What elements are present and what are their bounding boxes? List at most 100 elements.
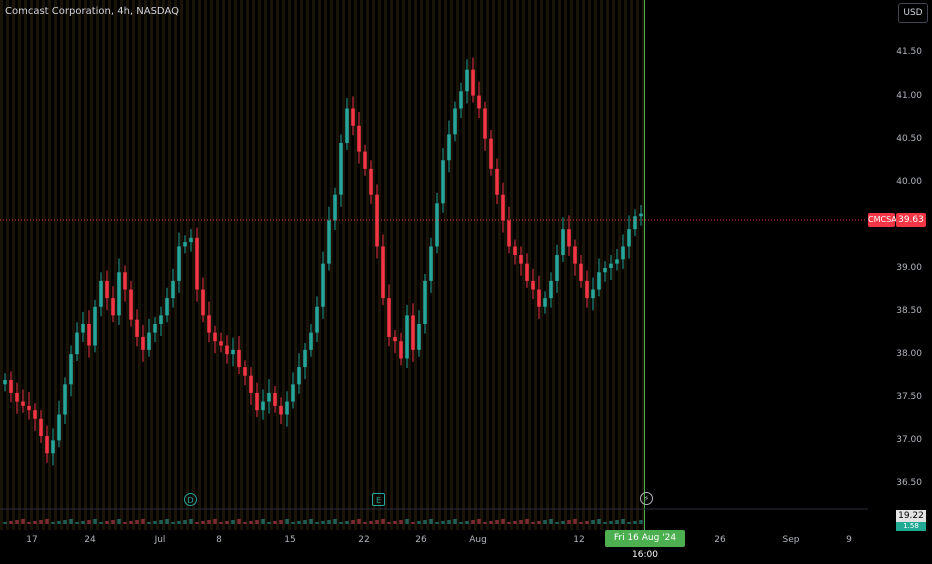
session-stripe — [198, 0, 201, 530]
price-tick-label: 38.50 — [896, 306, 922, 317]
candle-body — [45, 436, 49, 454]
volume-bar — [591, 520, 595, 524]
session-stripe — [78, 0, 81, 530]
session-stripe — [522, 0, 525, 530]
volume-bar — [99, 522, 103, 524]
volume-bar — [33, 521, 37, 524]
candle-body — [123, 272, 127, 290]
candle-body — [537, 289, 541, 307]
session-stripe — [480, 0, 483, 530]
volume-bar — [285, 519, 289, 524]
candle-body — [333, 194, 337, 221]
volume-bar — [171, 522, 175, 524]
candle-body — [489, 138, 493, 169]
candle-body — [315, 306, 319, 333]
session-stripe — [348, 0, 351, 530]
candle-body — [213, 332, 217, 342]
session-stripe — [324, 0, 327, 530]
session-stripe — [234, 0, 237, 530]
volume-bar — [351, 520, 355, 524]
time-tick-label: 22 — [358, 535, 370, 545]
volume-bar — [339, 522, 343, 524]
candle-body — [9, 380, 13, 393]
volume-bar — [27, 522, 31, 524]
volume-bar — [153, 521, 157, 524]
price-tick-label: 37.00 — [896, 435, 922, 446]
volume-bar — [303, 520, 307, 524]
lightning-icon[interactable]: ⚡ — [640, 492, 653, 505]
volume-bar — [405, 519, 409, 524]
candle-body — [243, 367, 247, 376]
volume-bar — [441, 521, 445, 524]
volume-bar — [315, 522, 319, 524]
crosshair-date-tag: Fri 16 Aug '24 16:00 — [605, 530, 685, 560]
volume-bar — [225, 521, 229, 524]
currency-button[interactable]: USD — [898, 3, 928, 23]
candle-body — [3, 380, 7, 385]
session-stripe — [636, 0, 639, 530]
volume-bar — [39, 520, 43, 524]
session-stripe — [54, 0, 57, 530]
candle-body — [279, 405, 283, 415]
candle-body — [525, 263, 529, 281]
candle-body — [429, 246, 433, 281]
session-stripe — [450, 0, 453, 530]
volume-bar — [495, 520, 499, 524]
candle-body — [93, 306, 97, 346]
candle-body — [183, 242, 187, 247]
candle-body — [285, 401, 289, 415]
volume-bar — [363, 522, 367, 524]
volume-bar — [333, 519, 337, 524]
earnings-marker[interactable]: E — [372, 493, 385, 506]
volume-bar — [327, 520, 331, 524]
session-stripe — [210, 0, 213, 530]
session-stripe — [438, 0, 441, 530]
candle-body — [531, 280, 535, 290]
session-stripe — [318, 0, 321, 530]
candle-body — [441, 160, 445, 204]
price-chart[interactable] — [0, 0, 932, 550]
candle-body — [81, 323, 85, 333]
volume-bar — [309, 519, 313, 524]
price-tick-label: 36.50 — [896, 478, 922, 489]
volume-bar — [51, 522, 55, 524]
candle-body — [477, 95, 481, 109]
session-stripe — [156, 0, 159, 530]
volume-bar — [321, 521, 325, 524]
volume-bar — [399, 520, 403, 524]
candle-body — [621, 246, 625, 260]
session-stripe — [618, 0, 621, 530]
session-stripe — [6, 0, 9, 530]
time-tick-label: 26 — [714, 535, 726, 545]
candle-body — [27, 405, 31, 411]
candle-body — [399, 341, 403, 359]
session-stripe — [12, 0, 15, 530]
session-stripe — [120, 0, 123, 530]
candles — [3, 57, 643, 466]
candle-body — [255, 392, 259, 411]
volume-bar — [537, 521, 541, 524]
volume-bar — [75, 522, 79, 524]
time-tick-label: 24 — [84, 535, 96, 545]
volume-bar — [531, 522, 535, 524]
dividend-marker[interactable]: D — [184, 493, 197, 506]
volume-bar — [267, 522, 271, 524]
candle-body — [117, 272, 121, 316]
session-stripe — [36, 0, 39, 530]
session-stripe — [468, 0, 471, 530]
candle-body — [69, 354, 73, 385]
session-stripe — [162, 0, 165, 530]
candle-body — [447, 134, 451, 161]
volume-bar — [57, 521, 61, 524]
candle-body — [459, 91, 463, 109]
volume-bar — [129, 521, 133, 524]
volume-bar — [543, 520, 547, 524]
volume-bar — [111, 520, 115, 524]
session-stripe — [126, 0, 129, 530]
symbol-price-tag: CMCSA — [868, 213, 897, 227]
candle-body — [579, 263, 583, 281]
session-stripe — [306, 0, 309, 530]
session-stripe — [372, 0, 375, 530]
session-stripe — [270, 0, 273, 530]
